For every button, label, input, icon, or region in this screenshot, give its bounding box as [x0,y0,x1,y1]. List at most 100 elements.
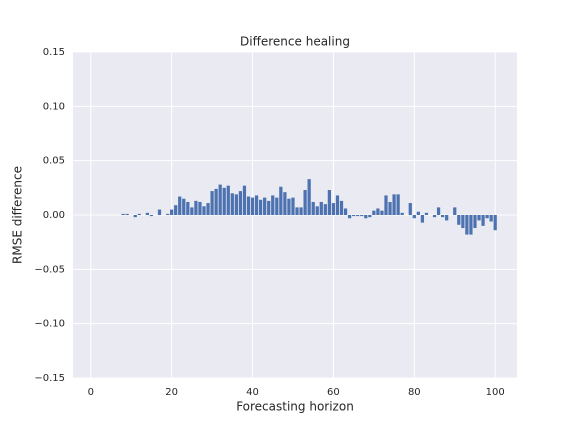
bar [259,199,263,215]
bar [311,201,315,215]
bar [299,207,303,215]
bar [388,201,392,215]
bar [307,179,311,215]
bar [400,212,404,215]
bar [133,215,137,218]
y-tick-label: 0.10 [43,101,65,112]
bar [384,195,388,215]
bar [396,194,400,215]
bar [380,210,384,215]
bar [174,205,178,215]
bar [287,198,291,215]
bar [493,215,497,231]
y-tick-label: −0.05 [34,264,65,275]
bar [473,215,477,229]
bar [392,194,396,215]
bar [246,196,251,215]
bar [360,215,364,217]
bar [339,200,344,215]
bar [190,207,194,215]
x-tick-label: 20 [165,387,178,398]
bar [368,215,372,218]
bar [283,192,287,215]
bar [327,190,331,215]
bar [335,195,340,215]
bar [242,185,247,215]
bar [469,215,473,235]
bar [137,213,141,215]
bar [436,207,441,215]
bar [271,195,275,215]
bar [295,207,299,215]
bar [485,215,489,219]
bar [461,215,465,229]
bar [376,208,380,215]
bar [263,197,267,215]
y-tick-label: 0.00 [43,210,65,221]
bar [465,215,469,235]
bar [291,197,295,215]
bar [149,215,154,217]
bar [432,215,437,218]
bar [420,215,425,223]
bar [331,203,336,215]
bar [206,203,210,215]
bar [254,195,259,215]
bar [186,201,190,215]
x-tick-label: 100 [486,387,505,398]
bar [323,204,327,215]
bar [352,215,356,217]
y-tick-label: −0.15 [34,373,65,384]
bar [121,213,125,215]
bar [315,206,319,215]
bar [210,191,214,215]
bar [424,212,429,215]
bar [157,209,162,215]
bar [441,215,445,218]
bar [356,215,360,217]
bar [477,215,481,221]
bar [457,215,461,225]
bar [347,215,352,219]
bar [202,206,206,215]
x-tick-label: 80 [408,387,421,398]
bar [319,201,323,215]
bar [238,191,243,215]
bar [408,203,412,215]
bar [416,211,420,215]
bar [275,197,279,215]
bar [489,215,493,222]
bar [481,215,485,226]
x-tick-label: 0 [88,387,94,398]
bar [226,185,230,215]
bar [267,200,271,215]
bar [145,212,149,215]
bar [165,213,170,215]
bar [218,184,222,215]
bar [182,198,186,215]
bar [125,213,129,215]
bar [170,209,174,215]
bar [412,215,416,219]
bar [279,186,283,215]
bar [303,190,307,215]
bar [198,201,202,215]
x-tick-label: 60 [327,387,340,398]
y-tick-label: −0.10 [34,319,65,330]
bar [453,207,457,215]
y-tick-label: 0.15 [43,47,65,58]
y-tick-label: 0.05 [43,156,65,167]
bar [364,215,368,219]
bar [250,197,255,215]
bar [178,196,182,215]
x-tick-label: 40 [246,387,259,398]
chart-title: Difference healing [240,35,350,49]
bar [234,194,238,215]
bar [194,200,198,215]
x-axis-label: Forecasting horizon [236,400,354,414]
bar [230,193,234,215]
bar [222,187,226,215]
bar [372,210,376,215]
